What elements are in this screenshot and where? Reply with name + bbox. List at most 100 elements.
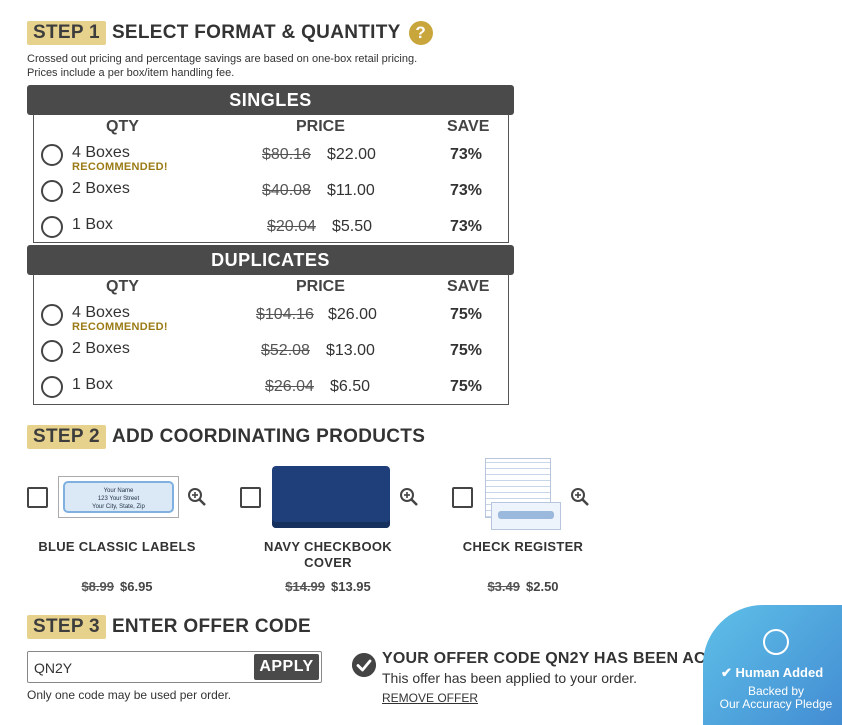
new-price: $6.50 (330, 378, 371, 395)
step3-heading: STEP 3 ENTER OFFER CODE (27, 614, 311, 640)
step2-badge: STEP 2 (27, 425, 106, 449)
save-percent: 73% (450, 218, 483, 235)
product-name-line: BLUE CLASSIC LABELS (38, 539, 196, 554)
register-price: $3.49 $2.50 (433, 579, 613, 594)
singles-table: QTY PRICE SAVE 4 Boxes RECOMMENDED! $80.… (33, 115, 509, 243)
zoom-icon[interactable] (187, 487, 207, 507)
recommended-tag: RECOMMENDED! (72, 321, 168, 333)
register-pattern (498, 511, 554, 519)
new-price: $11.00 (327, 182, 375, 199)
pledge-headline-text: Human Added (735, 665, 824, 680)
label-line: Your Name (103, 488, 134, 494)
radio-button[interactable] (41, 216, 63, 238)
cover-price: $14.99 $13.95 (238, 579, 418, 594)
zoom-icon[interactable] (399, 487, 419, 507)
new-price: $13.00 (326, 342, 375, 359)
old-price: $26.04 (265, 378, 314, 395)
save-header: SAVE (447, 118, 490, 135)
step2-heading: STEP 2 ADD COORDINATING PRODUCTS (27, 424, 425, 450)
old-price: $8.99 (81, 579, 114, 594)
pledge-icon (763, 629, 789, 655)
radio-button[interactable] (41, 376, 63, 398)
checkbook-cover-thumbnail[interactable] (272, 466, 390, 528)
check-icon: ✔︎ (721, 665, 736, 680)
offer-code-value[interactable]: QN2Y (34, 660, 73, 676)
remove-offer-link[interactable]: REMOVE OFFER (382, 691, 479, 705)
new-price: $6.95 (120, 579, 153, 594)
pledge-body: Backed by Our Accuracy Pledge (703, 685, 842, 711)
label-line: Your City, State, Zip (92, 504, 145, 510)
radio-button[interactable] (41, 304, 63, 326)
labels-name: BLUE CLASSIC LABELS (27, 539, 207, 555)
new-price: $2.50 (526, 579, 559, 594)
pricing-note-line1: Crossed out pricing and percentage savin… (27, 53, 418, 65)
offer-applied-text: This offer has been applied to your orde… (382, 670, 638, 686)
qty-header: QTY (106, 118, 139, 135)
save-header: SAVE (447, 278, 490, 295)
save-percent: 73% (450, 146, 483, 163)
save-percent: 73% (450, 182, 483, 199)
old-price: $104.16 (256, 306, 314, 323)
price-header: PRICE (296, 278, 345, 295)
qty-label: 2 Boxes (72, 340, 130, 357)
qty-label: 2 Boxes (72, 180, 130, 197)
step1-badge: STEP 1 (27, 21, 106, 45)
cover-name: NAVY CHECKBOOK COVER (238, 539, 418, 571)
duplicates-band: DUPLICATES (27, 245, 514, 275)
duplicates-row-1[interactable]: 1 Box $26.04 $6.50 75% (34, 374, 508, 410)
old-price: $80.16 (262, 146, 311, 163)
singles-row-1[interactable]: 1 Box $20.04 $5.50 73% (34, 214, 508, 250)
step3-title: ENTER OFFER CODE (111, 616, 311, 637)
apply-button[interactable]: APPLY (254, 654, 319, 680)
old-price: $3.49 (487, 579, 520, 594)
offer-accepted-text: YOUR OFFER CODE QN2Y HAS BEEN ACCEPTED. (382, 650, 777, 667)
register-name: CHECK REGISTER (433, 539, 613, 555)
save-percent: 75% (450, 378, 483, 395)
new-price: $5.50 (332, 218, 373, 235)
new-price: $26.00 (328, 306, 377, 323)
duplicates-row-4[interactable]: 4 Boxes RECOMMENDED! $104.16 $26.00 75% (34, 302, 508, 338)
step1-heading: STEP 1 SELECT FORMAT & QUANTITY ? (27, 20, 433, 46)
qty-label: 4 Boxes (72, 304, 130, 321)
zoom-icon[interactable] (570, 487, 590, 507)
step1-title: SELECT FORMAT & QUANTITY (111, 22, 401, 43)
singles-band: SINGLES (27, 85, 514, 115)
accuracy-pledge-badge[interactable]: ✔︎ Human Added Backed by Our Accuracy Pl… (703, 605, 842, 725)
price-header: PRICE (296, 118, 345, 135)
help-icon[interactable]: ? (408, 21, 433, 45)
save-percent: 75% (450, 342, 483, 359)
radio-button[interactable] (41, 340, 63, 362)
labels-checkbox[interactable] (27, 487, 48, 508)
register-cover (491, 502, 561, 530)
duplicates-table: QTY PRICE SAVE 4 Boxes RECOMMENDED! $104… (33, 275, 509, 405)
pricing-note-line2: Prices include a per box/item handling f… (27, 67, 235, 79)
new-price: $13.95 (331, 579, 371, 594)
product-name-line: NAVY CHECKBOOK (264, 539, 392, 554)
pricing-note: Crossed out pricing and percentage savin… (27, 52, 417, 80)
cover-checkbox[interactable] (240, 487, 261, 508)
singles-row-4[interactable]: 4 Boxes RECOMMENDED! $80.16 $22.00 73% (34, 142, 508, 178)
pledge-headline: ✔︎ Human Added (721, 665, 823, 681)
offer-code-input[interactable]: QN2Y APPLY (27, 651, 322, 683)
register-checkbox[interactable] (452, 487, 473, 508)
check-register-thumbnail[interactable] (483, 458, 561, 530)
labels-price: $8.99 $6.95 (27, 579, 207, 594)
old-price: $40.08 (262, 182, 311, 199)
product-name-line: COVER (304, 555, 352, 570)
singles-row-2[interactable]: 2 Boxes $40.08 $11.00 73% (34, 178, 508, 214)
save-percent: 75% (450, 306, 483, 323)
pledge-line2: Our Accuracy Pledge (719, 697, 833, 711)
radio-button[interactable] (41, 180, 63, 202)
radio-button[interactable] (41, 144, 63, 166)
labels-thumbnail[interactable]: Your Name 123 Your Street Your City, Sta… (58, 476, 179, 518)
label-line: 123 Your Street (97, 496, 140, 502)
qty-label: 4 Boxes (72, 144, 130, 161)
offer-code-note: Only one code may be used per order. (27, 688, 232, 702)
duplicates-row-2[interactable]: 2 Boxes $52.08 $13.00 75% (34, 338, 508, 374)
recommended-tag: RECOMMENDED! (72, 161, 168, 173)
qty-header: QTY (106, 278, 139, 295)
pledge-line1: Backed by (747, 684, 805, 698)
step3-badge: STEP 3 (27, 615, 106, 639)
new-price: $22.00 (327, 146, 376, 163)
label-sample: Your Name 123 Your Street Your City, Sta… (63, 481, 174, 513)
